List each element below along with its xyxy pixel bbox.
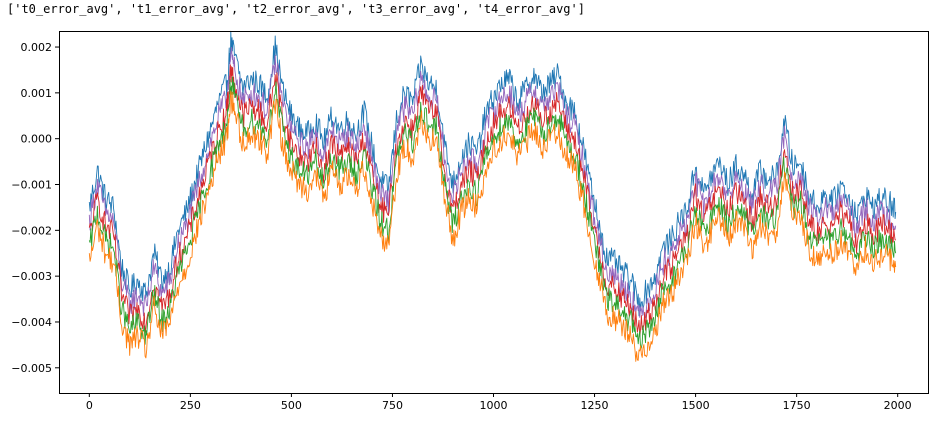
- axes-layer: 0 250 500 750 1000 1250 1500 1750 2000 0.002 0.001…: [11, 41, 911, 412]
- series-line-0: [88, 30, 897, 317]
- x-tick-label: 500: [281, 399, 302, 412]
- cell-output-text: ['t0_error_avg', 't1_error_avg', 't2_err…: [7, 2, 585, 16]
- x-tick-label: 1000: [480, 399, 508, 412]
- x-tick-label: 250: [180, 399, 201, 412]
- series-line-4: [88, 90, 897, 362]
- x-tick-label: 1750: [783, 399, 811, 412]
- series-line-2: [88, 64, 896, 338]
- x-tick-label: 750: [382, 399, 403, 412]
- y-tick-label: −0.005: [11, 362, 52, 375]
- y-tick-label: 0.001: [21, 87, 53, 100]
- x-tick-label: 1250: [581, 399, 609, 412]
- x-tick-label: 2000: [884, 399, 912, 412]
- y-tick-label: 0.000: [21, 133, 53, 146]
- series-line-1: [88, 47, 897, 319]
- y-tick-label: 0.002: [21, 41, 53, 54]
- y-tick-label: −0.003: [11, 270, 52, 283]
- x-tick-label: 1500: [682, 399, 710, 412]
- series-line-3: [88, 76, 897, 351]
- y-tick-label: −0.001: [11, 179, 52, 192]
- series-layer: [88, 30, 897, 362]
- x-tick-label: 0: [86, 399, 93, 412]
- y-tick-label: −0.004: [11, 316, 52, 329]
- y-tick-label: −0.002: [11, 224, 52, 237]
